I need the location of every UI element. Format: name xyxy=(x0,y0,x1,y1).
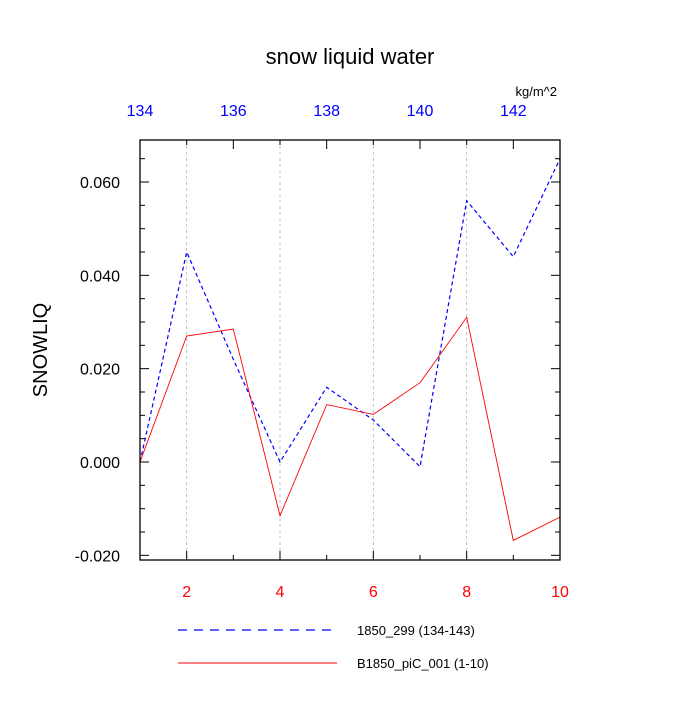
series-layer xyxy=(140,159,560,541)
y-axis-label: SNOWLIQ xyxy=(30,303,52,397)
bottom-tick-label: 10 xyxy=(551,584,569,601)
series-line-2 xyxy=(140,317,560,540)
chart-title: snow liquid water xyxy=(266,44,435,69)
left-tick-label: 0.000 xyxy=(80,455,120,472)
bottom-tick-label: 4 xyxy=(276,584,285,601)
grid xyxy=(187,140,467,560)
legend: 1850_299 (134-143) B1850_piC_001 (1-10) xyxy=(178,623,489,671)
series-line-1 xyxy=(140,159,560,467)
legend-label-1: 1850_299 (134-143) xyxy=(357,623,475,638)
left-tick-label: 0.020 xyxy=(80,362,120,379)
axes: 2 4 6 8 10 134 136 138 140 142 -0.020 0.000 0.020 0.0… xyxy=(75,103,569,601)
bottom-tick-label: 2 xyxy=(182,584,191,601)
top-tick-label: 136 xyxy=(220,103,247,120)
left-tick-label: -0.020 xyxy=(75,548,120,565)
top-tick-label: 142 xyxy=(500,103,527,120)
top-tick-label: 140 xyxy=(407,103,434,120)
unit-label: kg/m^2 xyxy=(515,84,557,99)
left-tick-label: 0.040 xyxy=(80,268,120,285)
bottom-tick-label: 8 xyxy=(462,584,471,601)
top-tick-label: 134 xyxy=(127,103,154,120)
left-tick-label: 0.060 xyxy=(80,175,120,192)
top-tick-label: 138 xyxy=(313,103,340,120)
plot-frame xyxy=(140,140,560,560)
legend-label-2: B1850_piC_001 (1-10) xyxy=(357,656,489,671)
bottom-tick-label: 6 xyxy=(369,584,378,601)
